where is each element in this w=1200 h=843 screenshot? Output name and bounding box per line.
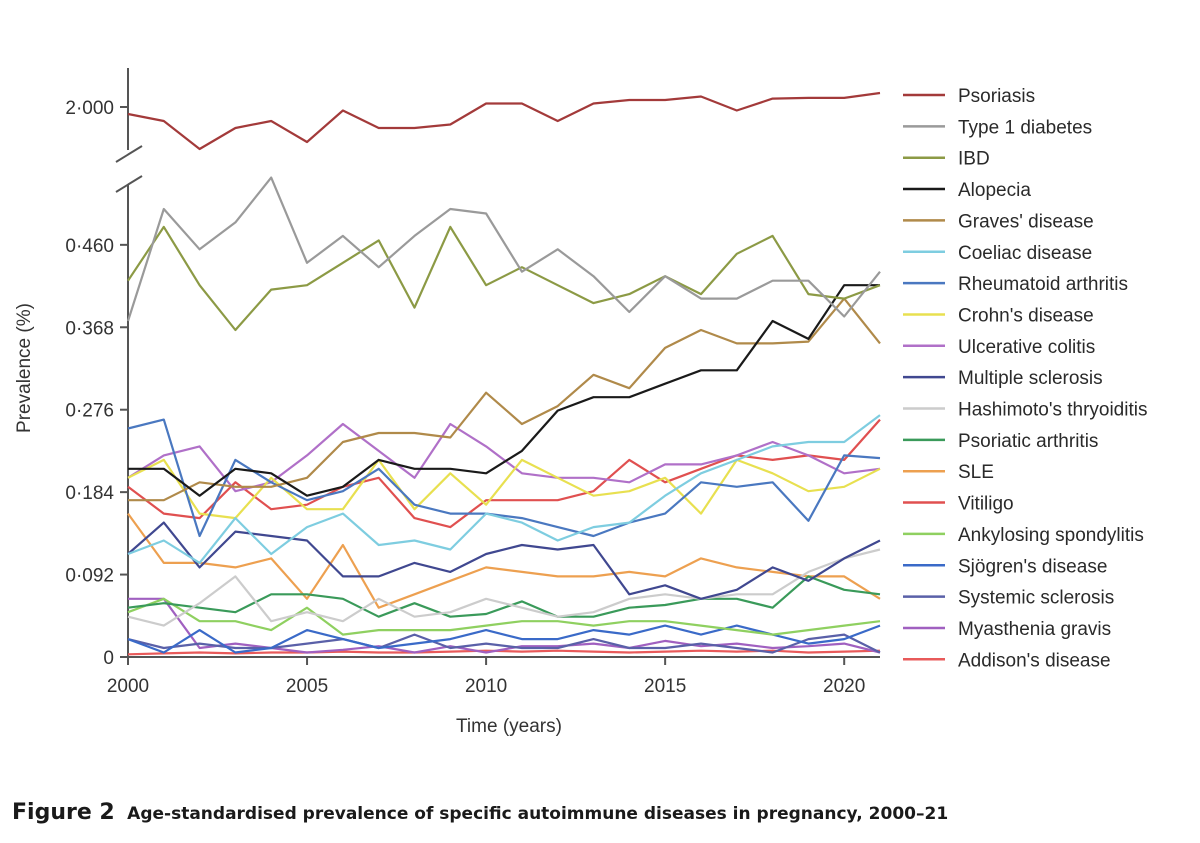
series-line	[127, 521, 881, 600]
legend-label: Rheumatoid arthritis	[958, 274, 1128, 295]
series-line	[127, 597, 881, 636]
chart: 0 0·092 0·184 0·276 0·368 0·460 2·000 2000 2005 2…	[14, 68, 1147, 737]
series-line	[127, 225, 881, 332]
axis-break-mark	[115, 175, 143, 193]
x-axis-title: Time (years)	[456, 716, 562, 737]
y-tick-label: 2·000	[65, 98, 114, 119]
figure-label: Figure 2	[12, 800, 115, 825]
series-line	[127, 575, 881, 618]
series-line	[127, 512, 881, 609]
x-tick-label: 2020	[823, 676, 865, 697]
figure-caption-text: Age-standardised prevalence of specific …	[127, 804, 949, 824]
y-tick-label: 0·276	[65, 401, 114, 422]
legend-label: Addison's disease	[958, 650, 1111, 671]
axis-break-mark	[115, 145, 143, 163]
legend-label: Psoriatic arthritis	[958, 431, 1098, 452]
series-line	[127, 633, 881, 654]
y-tick-label: 0·092	[65, 566, 114, 587]
legend-label: Vitiligo	[958, 494, 1014, 515]
series-line	[127, 458, 881, 520]
series-line	[127, 91, 881, 151]
legend: Psoriasis Type 1 diabetes IBD Alopecia Grave…	[903, 86, 1147, 671]
series-line	[128, 284, 880, 497]
legend-label: Crohn's disease	[958, 305, 1094, 326]
x-tick-label: 2000	[107, 676, 149, 697]
series-line	[127, 418, 881, 529]
legend-label: Type 1 diabetes	[958, 117, 1092, 138]
legend-label: Hashimoto's thryoiditis	[958, 400, 1147, 421]
x-tick-label: 2005	[286, 676, 328, 697]
legend-label: Coeliac disease	[958, 243, 1092, 264]
series-layer	[126, 91, 881, 656]
legend-label: IBD	[958, 149, 990, 170]
y-tick-label: 0	[103, 648, 114, 669]
x-tick-label: 2010	[465, 676, 507, 697]
series-line	[128, 297, 881, 502]
legend-label: Psoriasis	[958, 86, 1035, 107]
series-line	[127, 414, 881, 565]
series-line	[127, 624, 881, 654]
legend-label: SLE	[958, 462, 994, 483]
legend-label: Sjögren's disease	[958, 556, 1107, 577]
series-line	[128, 597, 881, 654]
y-tick-label: 0·368	[65, 318, 114, 339]
y-axis-title: Prevalence (%)	[14, 303, 35, 433]
y-tick-label: 0·460	[65, 236, 114, 257]
series-line	[127, 548, 881, 627]
figure-caption: Figure 2 Age-standardised prevalence of …	[12, 800, 948, 825]
legend-label: Multiple sclerosis	[958, 368, 1103, 389]
legend-label: Myasthenia gravis	[958, 619, 1111, 640]
legend-label: Ankylosing spondylitis	[958, 525, 1144, 546]
y-tick-label: 0·184	[65, 483, 114, 504]
legend-label: Graves' disease	[958, 211, 1094, 232]
x-tick-label: 2015	[644, 676, 686, 697]
legend-label: Alopecia	[958, 180, 1031, 201]
legend-label: Ulcerative colitis	[958, 337, 1095, 358]
series-line	[126, 176, 881, 322]
axes: 0 0·092 0·184 0·276 0·368 0·460 2·000 2000 2005 2…	[14, 68, 880, 737]
legend-label: Systemic sclerosis	[958, 588, 1114, 609]
